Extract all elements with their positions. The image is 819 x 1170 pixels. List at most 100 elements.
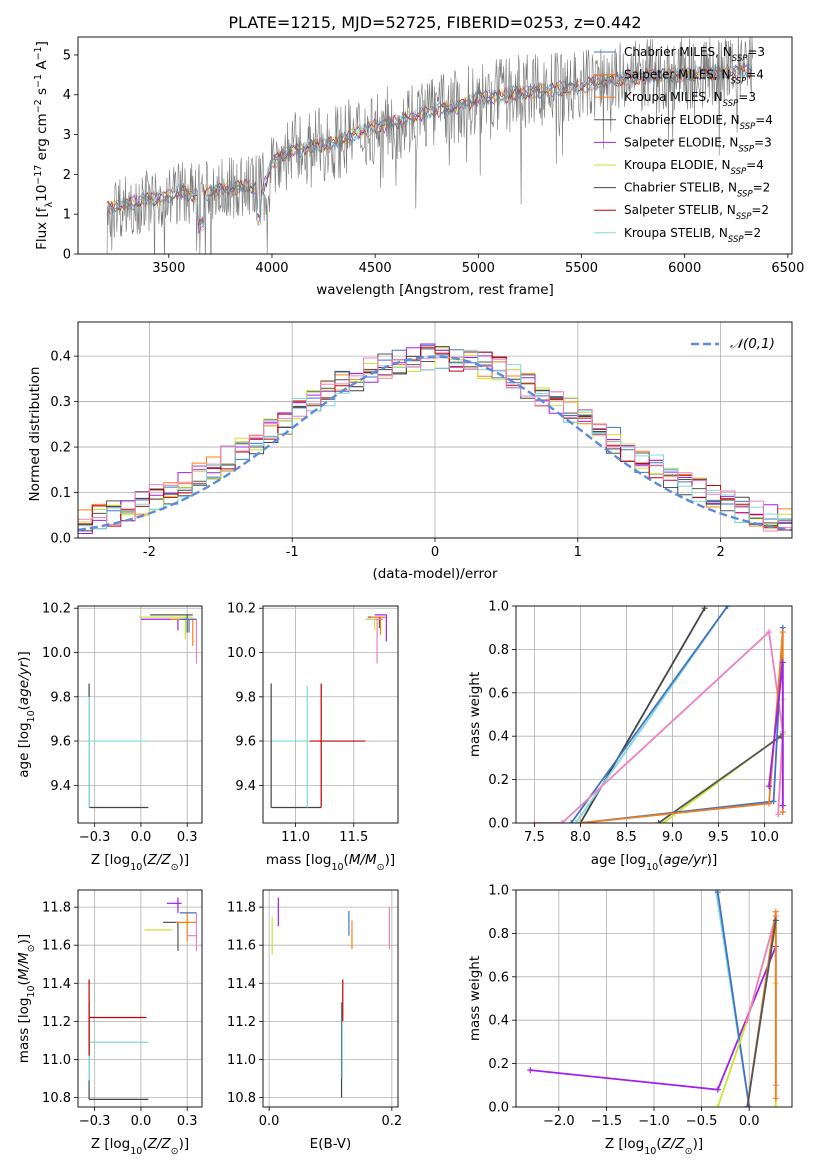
axes-frame	[77, 321, 793, 539]
normal-distribution-curve	[78, 355, 792, 532]
plot-area-spectrum	[106, 37, 753, 254]
spectrum-legend: Chabrier MILES, NSSP=3 Salpeter MILES, NS…	[594, 45, 773, 245]
y-tick-label: 0.1	[50, 486, 71, 501]
plot-area-residuals	[78, 343, 792, 538]
x-tick-label: 0.0	[259, 1114, 280, 1129]
y-tick-label: 11.0	[227, 1053, 256, 1068]
y-axis-label: mass [log10(M/M⊙)]	[16, 934, 37, 1063]
plot-area-massweight_vs_Z	[527, 890, 779, 1107]
y-tick-label: 0	[63, 248, 71, 263]
y-tick-label: 11.4	[227, 977, 256, 992]
mass-weight-marker	[660, 820, 667, 823]
x-tick-label: 4000	[255, 261, 288, 276]
plot-area-age_vs_Z	[88, 614, 198, 809]
axes-residuals: -2 -1 0 1 2 0.0 0.1 0.2 0.3 0.4 𝒩(0,1) (data-model)…	[27, 321, 793, 582]
x-tick-label: 11.5	[339, 830, 368, 845]
gridlines	[263, 606, 398, 823]
residual-histogram	[78, 356, 792, 538]
legend-entry: Kroupa ELODIE, NSSP=4	[624, 158, 764, 177]
x-axis-label: age [log10(age/yr)]	[591, 852, 717, 873]
x-tick-label: 0.2	[382, 1114, 403, 1129]
x-axis-label: wavelength [Angstrom, rest frame]	[316, 282, 554, 298]
plot-area-massweight_vs_age	[531, 606, 786, 823]
axes-spectrum: 3500 4000 4500 5000 5500 6000 6500 0 1 2 3 4 5 wavele…	[33, 36, 804, 298]
x-tick-label: −1.5	[591, 1114, 623, 1129]
x-tick-label: -1	[286, 545, 299, 560]
model-spectrum-line	[106, 63, 753, 229]
axes-frame	[77, 889, 203, 1108]
mass-weight-marker	[724, 606, 731, 609]
x-tick-label: 4500	[359, 261, 392, 276]
y-tick-label: 9.8	[235, 690, 256, 705]
mass-weight-marker	[714, 1104, 721, 1107]
plot-area-age_vs_mass	[270, 614, 387, 809]
y-tick-label: 0.4	[50, 350, 71, 365]
legend-entry: 𝒩(0,1)	[730, 336, 775, 352]
mass-weight-marker	[779, 629, 786, 636]
error-bar-point	[139, 616, 193, 640]
x-tick-label: −1.0	[638, 1114, 670, 1129]
axes-mass_vs_Z: −0.3 0.0 0.3 10.8 11.0 11.2 11.4 11.6 11.8 Z [log…	[16, 889, 203, 1157]
y-tick-label: 0.2	[488, 1057, 509, 1072]
y-tick-label: 1.0	[488, 884, 509, 899]
legend-entry: Salpeter MILES, NSSP=4	[624, 68, 764, 87]
gridlines	[78, 890, 202, 1107]
legend-entry: Salpeter ELODIE, NSSP=3	[624, 135, 772, 154]
y-tick-label: 0.6	[488, 686, 509, 701]
error-bar-point	[179, 618, 197, 633]
x-tick-label: 5500	[565, 261, 598, 276]
x-axis-label: Z [log10(Z/Z⊙)]	[605, 1136, 703, 1157]
mass-weight-line	[570, 606, 729, 823]
legend-entry: Chabrier MILES, NSSP=3	[624, 45, 765, 64]
axes-age_vs_mass: 11.0 11.5 9.4 9.6 9.8 10.0 10.2 mass [log10(M/M…	[227, 602, 399, 873]
x-tick-label: 10.0	[750, 830, 779, 845]
error-bar-point	[374, 614, 387, 642]
mass-weight-marker	[779, 659, 786, 666]
y-tick-label: 0.3	[50, 395, 71, 410]
gridlines	[78, 606, 202, 823]
plot-area-mass_vs_ebv	[271, 897, 391, 1098]
mass-weight-marker	[744, 1017, 751, 1024]
mass-weight-line	[658, 735, 782, 823]
x-tick-label: 8.5	[616, 830, 637, 845]
y-tick-label: 10.0	[227, 646, 256, 661]
error-bar-point	[166, 897, 182, 913]
y-tick-label: 11.4	[42, 977, 71, 992]
gridlines	[516, 889, 792, 1108]
mass-weight-marker	[746, 1104, 753, 1107]
y-tick-label: 11.8	[42, 901, 71, 916]
axes-massweight_vs_age: 7.5 8.0 8.5 9.0 9.5 10.0 0.0 0.2 0.4 0.6 0.8 1.0 age…	[467, 600, 793, 873]
x-tick-label: 7.5	[524, 830, 545, 845]
axes-frame	[515, 605, 793, 824]
x-tick-label: 0	[431, 545, 439, 560]
y-tick-label: 0.0	[488, 1101, 509, 1116]
x-tick-label: 9.0	[662, 830, 683, 845]
mass-weight-marker	[568, 820, 575, 823]
mass-weight-line	[580, 631, 784, 823]
figure-title: PLATE=1215, MJD=52725, FIBERID=0253, z=0…	[228, 13, 641, 32]
y-tick-label: 0.4	[488, 730, 509, 745]
mass-weight-marker	[714, 1086, 721, 1093]
legend-entry: Chabrier ELODIE, NSSP=4	[624, 113, 773, 132]
charts-container: 3500 4000 4500 5000 5500 6000 6500 0 1 2 3 4 5 wavele…	[16, 36, 804, 1157]
y-tick-label: 0.2	[50, 441, 71, 456]
error-bar-point	[170, 618, 197, 646]
y-tick-label: 11.0	[42, 1053, 71, 1068]
error-bar-point	[187, 912, 198, 951]
x-axis-label: mass [log10(M/M⊙)]	[266, 852, 395, 873]
mass-weight-line	[580, 627, 784, 823]
y-tick-label: 2	[63, 168, 71, 183]
x-tick-label: 11.0	[281, 830, 310, 845]
x-tick-label: −0.3	[79, 1114, 111, 1129]
y-tick-label: 0.0	[50, 532, 71, 547]
x-tick-label: 0.3	[177, 1114, 198, 1129]
y-tick-label: 5	[63, 48, 71, 63]
legend-entry: Chabrier STELIB, NSSP=2	[624, 181, 770, 200]
y-axis-label: Normed distribution	[27, 367, 43, 502]
y-tick-label: 0.4	[488, 1014, 509, 1029]
x-axis-label: E(B-V)	[310, 1136, 352, 1152]
axes-mass_vs_ebv: 0.0 0.2 10.8 11.0 11.2 11.4 11.6 11.8 E(B-V)	[227, 889, 403, 1152]
x-tick-label: 0.0	[739, 1114, 760, 1129]
x-tick-label: 9.5	[708, 830, 729, 845]
